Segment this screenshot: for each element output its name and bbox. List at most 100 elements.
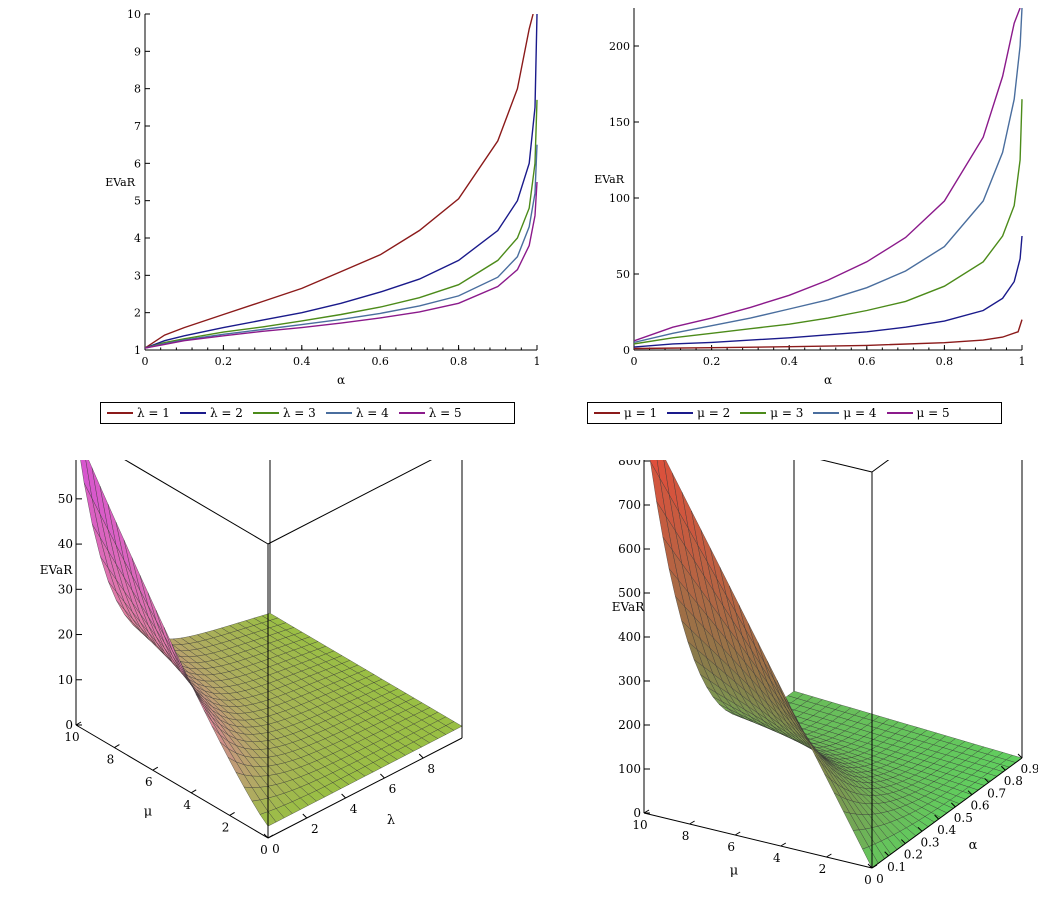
lm-x-tick [75,721,82,726]
lm-x-tick [190,789,197,794]
ma-x-tick [826,853,832,858]
ma-z-tick-label: 0 [633,806,641,820]
ma-y-tick [984,778,990,783]
lm-box-edge [267,737,463,839]
lambda-legend-label: λ = 1 [137,406,170,420]
lambda-legend-label: λ = 2 [209,406,243,420]
ma-x-tick [734,831,741,836]
mu-x-tick-label: 0 [631,355,638,368]
ma-x-tick-label: 0 [864,873,872,887]
mu-legend-label: μ = 5 [916,406,950,420]
mu-x-label: α [824,373,832,387]
lm-z-tick-label: 10 [58,673,73,687]
surface-mu-alpha-panel: 0100200300400500600700800900EVaR0246810μ… [520,306,1038,900]
lambda-y-tick-label: 2 [134,307,141,320]
lambda-legend-item: λ = 4 [325,406,389,420]
ma-y-tick [884,851,890,857]
legend-lambda: λ = 1 λ = 2 λ = 3 λ = 4 λ = 5 [100,402,515,424]
lambda-y-tick-label: 8 [134,83,141,96]
lm-z-tick-label: 60 [58,460,73,461]
ma-y-tick [934,814,940,820]
ma-box-edge [871,361,1023,473]
lambda-series-2 [145,14,538,349]
ma-x-tick-label: 2 [819,862,827,876]
lambda-legend-swatch [252,412,279,414]
ma-y-tick-label: 0.7 [987,786,1006,800]
ma-x-label: μ [730,864,738,879]
mu-legend-item: μ = 5 [886,406,950,420]
lambda-y-tick-label: 6 [134,157,141,170]
lambda-y-tick-label: 3 [134,269,141,282]
lm-y-tick-label: 0 [272,842,280,856]
mu-x-tick-label: 0.6 [858,355,876,368]
lm-z-tick-label: 0 [65,718,73,732]
ma-x-tick-label: 6 [727,840,735,854]
lm-x-label: μ [144,805,152,820]
mu-y-tick-label: 0 [623,344,630,357]
mu-y-label: EVaR [594,173,625,186]
mu-legend-label: μ = 2 [697,406,731,420]
lambda-legend-swatch [107,412,133,414]
lambda-y-tick-label: 5 [134,195,141,208]
surface-mu-alpha-svg: 0100200300400500600700800900EVaR0246810μ… [612,306,1038,887]
ma-z-tick-label: 300 [618,674,641,688]
lm-y-tick-label: 8 [427,762,435,776]
lambda-series-1 [145,14,534,349]
ma-z-tick-label: 500 [618,586,641,600]
lambda-series-4 [145,144,538,349]
ma-x-tick-label: 8 [682,829,690,843]
mu-legend-swatch [594,412,620,414]
ma-x-tick-label: 4 [773,851,781,865]
lm-x-tick-label: 8 [107,753,115,767]
lambda-x-label: α [337,373,345,387]
lambda-series-3 [145,99,538,349]
mu-series-3 [634,99,1023,345]
mu-x-tick-label: 1 [1019,355,1026,368]
ma-x-tick [689,820,695,825]
lambda-legend-label: λ = 4 [355,406,389,420]
mu-legend-swatch [667,412,694,414]
lambda-legend-label: λ = 3 [282,406,316,420]
mu-series-4 [634,8,1023,344]
lm-y-tick [380,773,385,779]
mu-series-1 [634,319,1023,350]
ma-y-tick-label: 0.5 [954,811,973,825]
lambda-legend-swatch [179,412,206,414]
ma-y-tick-label: 0.6 [970,799,989,813]
lm-y-tick-label: 2 [311,822,319,836]
lambda-y-tick-label: 1 [134,344,141,357]
lm-z-tick-label: 20 [58,628,73,642]
ma-y-tick [1017,753,1023,759]
ma-x-tick-label: 10 [632,818,647,832]
lambda-legend-item: λ = 2 [179,406,243,420]
ma-y-tick-label: 0 [876,872,884,886]
surface-mu-lambda-svg: 0102030405060EVaR0246810μ02468λ [40,330,463,857]
lm-x-tick-label: 2 [222,820,230,834]
ma-y-tick-label: 0.3 [920,835,939,849]
ma-y-tick-label: 0.1 [887,860,906,874]
legend-mu: μ = 1 μ = 2 μ = 3 μ = 4 μ = 5 [587,402,1002,424]
ma-box-edge [643,812,873,869]
lambda-y-tick-label: 4 [134,232,141,245]
lm-x-tick-label: 0 [260,843,268,857]
ma-y-tick [867,863,873,869]
lambda-legend-label: λ = 5 [428,406,462,420]
mu-legend-label: μ = 1 [624,406,658,420]
lambda-series-5 [145,181,538,349]
ma-z-tick-label: 400 [618,630,641,644]
mu-legend-swatch [740,412,767,414]
mu-series-5 [634,8,1021,342]
mu-legend-swatch [886,412,913,414]
lm-x-tick [229,811,235,816]
lambda-x-tick-label: 1 [534,355,541,368]
lambda-legend-item: λ = 5 [398,406,462,420]
lm-x-tick [114,744,120,749]
ma-y-tick [950,802,956,808]
lambda-legend-item: λ = 3 [252,406,316,420]
lm-box-edge [267,443,463,545]
lm-z-label: EVaR [40,563,73,577]
ma-z-tick-label: 700 [618,498,641,512]
lm-x-tick-label: 10 [64,730,79,744]
